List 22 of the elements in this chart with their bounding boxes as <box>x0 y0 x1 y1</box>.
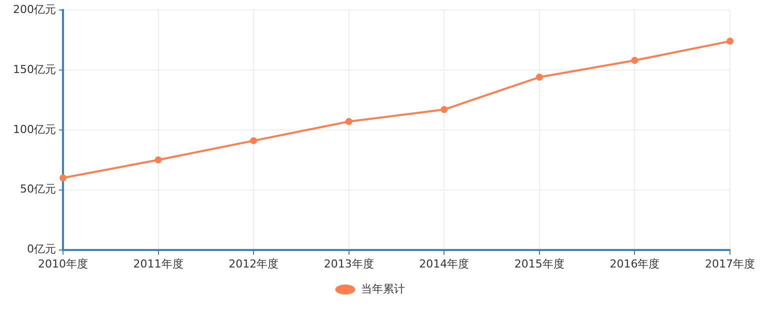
point <box>726 38 734 45</box>
y-tick-label: 200亿元 <box>12 2 56 16</box>
legend-label: 当年累计 <box>360 282 405 296</box>
x-tick-label: 2015年度 <box>514 257 564 270</box>
x-tick-label: 2010年度 <box>38 257 88 270</box>
point <box>59 174 66 182</box>
y-tick-label: 150亿元 <box>12 62 56 76</box>
x-tick-label: 2013年度 <box>324 257 374 270</box>
x-tick-label: 2016年度 <box>610 257 660 270</box>
y-tick-label: 100亿元 <box>12 122 56 136</box>
y-tick-label: 0亿元 <box>26 242 56 256</box>
point <box>345 118 352 126</box>
x-tick-label: 2014年度 <box>419 257 470 270</box>
x-tick-label: 2017年度 <box>705 257 755 270</box>
x-tick-label: 2012年度 <box>228 257 279 270</box>
x-tick-label: 2011年度 <box>133 257 184 270</box>
point <box>631 56 638 64</box>
point <box>440 106 448 114</box>
point <box>154 156 162 164</box>
point <box>250 137 258 144</box>
point <box>536 74 543 81</box>
y-tick-label: 50亿元 <box>20 182 56 196</box>
